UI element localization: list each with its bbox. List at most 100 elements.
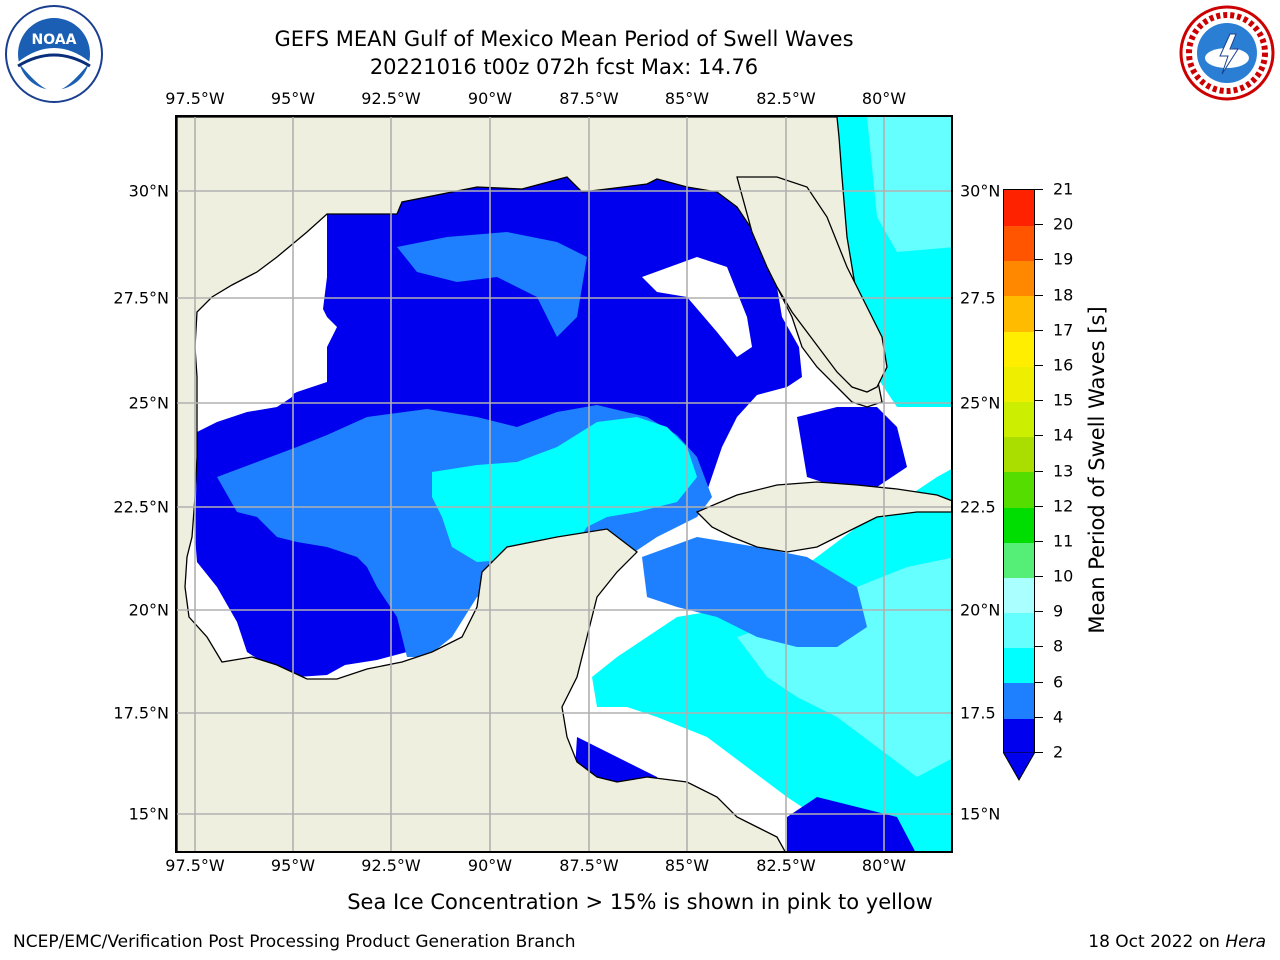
lat-tick-left: 25°N [128, 393, 169, 413]
swell-region-mid-blue [642, 537, 867, 647]
lon-tick-bottom: 97.5°W [165, 856, 225, 875]
colorbar-segment [1004, 682, 1034, 719]
lon-tick-top: 90°W [467, 89, 513, 108]
colorbar-segment [1004, 647, 1034, 684]
colorbar-tick-label: 2 [1053, 742, 1064, 762]
colorbar-tick-label: 19 [1053, 249, 1074, 269]
colorbar-tick [1035, 329, 1043, 331]
footer-machine: Hera [1225, 932, 1266, 952]
colorbar-tick-label: 8 [1053, 636, 1064, 656]
colorbar-tick-label: 4 [1053, 707, 1064, 727]
graticule [177, 117, 951, 851]
lat-tick-left: 15°N [128, 804, 169, 824]
lon-tick-top: 85°W [664, 89, 710, 108]
colorbar-tick [1035, 294, 1043, 296]
colorbar-tick [1035, 435, 1043, 437]
colorbar-tick [1035, 470, 1043, 472]
colorbar-tick-label: 20 [1053, 214, 1074, 234]
lon-tick-bottom: 85°W [664, 856, 710, 875]
lat-tick-right: 25°N [960, 393, 1001, 413]
colorbar-tick [1035, 189, 1043, 190]
footer-date-text: 18 Oct 2022 on [1088, 932, 1226, 952]
lat-tick-left: 30°N [128, 181, 169, 201]
colorbar-tick [1035, 752, 1043, 753]
colorbar-segment [1004, 506, 1034, 543]
colorbar-segment [1004, 471, 1034, 508]
colorbar-tick [1035, 540, 1043, 542]
colorbar-tick [1035, 259, 1043, 261]
colorbar-segment [1004, 717, 1034, 754]
lon-tick-bottom: 90°W [467, 856, 513, 875]
noaa-logo-icon: NOAA [4, 4, 104, 104]
swell-region-light-cyan [867, 117, 951, 252]
lon-tick-bottom: 87.5°W [559, 856, 619, 875]
swell-region-dark-blue [797, 407, 907, 487]
lat-tick-right: 30°N [960, 181, 1001, 201]
colorbar-tick [1035, 611, 1043, 613]
colorbar-tick-label: 11 [1053, 531, 1074, 551]
swell-region-mid-blue [397, 232, 587, 337]
colorbar-segment [1004, 190, 1034, 226]
colorbar-tick [1035, 576, 1043, 578]
map-title: GEFS MEAN Gulf of Mexico Mean Period of … [274, 27, 854, 51]
nws-logo-icon [1178, 4, 1276, 102]
colorbar-segment [1004, 225, 1034, 262]
lon-tick-top: 92.5°W [361, 89, 421, 108]
swell-region-light-cyan [737, 557, 951, 777]
lat-tick-right: 20°N [960, 600, 1001, 620]
lon-tick-top: 82.5°W [756, 89, 816, 108]
swell-region-cyan [432, 417, 697, 562]
colorbar-segment [1004, 612, 1034, 649]
lon-tick-bottom: 80°W [861, 856, 907, 875]
colorbar-segment [1004, 436, 1034, 473]
colorbar-tick [1035, 646, 1043, 648]
lat-tick-left: 20°N [128, 600, 169, 620]
lon-tick-bottom: 95°W [270, 856, 316, 875]
colorbar-tick-label: 14 [1053, 425, 1074, 445]
svg-text:NOAA: NOAA [32, 32, 77, 48]
lat-tick-left: 27.5°N [113, 288, 169, 308]
lon-tick-top: 97.5°W [165, 89, 225, 108]
lat-tick-right: 17.5 [960, 703, 996, 723]
colorbar-tick [1035, 505, 1043, 507]
no-data-region [642, 257, 752, 357]
lat-tick-right: 27.5 [960, 288, 996, 308]
no-data-region [197, 217, 337, 412]
footer-date: 18 Oct 2022 on Hera [1088, 932, 1266, 952]
lat-tick-right: 15°N [960, 804, 1001, 824]
colorbar-segment [1004, 365, 1034, 402]
colorbar-segment [1004, 401, 1034, 438]
colorbar-tick-label: 16 [1053, 355, 1074, 375]
colorbar-segment [1004, 330, 1034, 367]
colorbar-tick-label: 13 [1053, 461, 1074, 480]
swell-region-dark-blue [787, 797, 915, 851]
colorbar [1003, 189, 1035, 754]
footer-credit: NCEP/EMC/Verification Post Processing Pr… [13, 932, 576, 952]
colorbar-tick-label: 6 [1053, 672, 1064, 692]
colorbar-segment [1004, 295, 1034, 332]
colorbar-tick [1035, 400, 1043, 402]
colorbar-segment [1004, 541, 1034, 578]
lat-tick-left: 17.5°N [113, 703, 169, 723]
colorbar-tick-label: 21 [1053, 179, 1074, 199]
colorbar-tick [1035, 716, 1043, 718]
lon-tick-top: 95°W [270, 89, 316, 108]
colorbar-tick-label: 18 [1053, 285, 1074, 305]
colorbar-tick [1035, 224, 1043, 226]
lon-tick-bottom: 82.5°W [756, 856, 816, 875]
colorbar-tick [1035, 681, 1043, 683]
colorbar-tick-label: 9 [1053, 601, 1064, 621]
lon-tick-top: 87.5°W [559, 89, 619, 108]
lat-tick-left: 22.5°N [113, 497, 169, 517]
colorbar-tick-label: 15 [1053, 390, 1074, 410]
map-panel [175, 115, 953, 853]
map-subtitle: 20221016 t00z 072h fcst Max: 14.76 [369, 55, 759, 79]
colorbar-tick-label: 10 [1053, 566, 1074, 586]
land-region [736, 176, 888, 393]
sea-ice-note: Sea Ice Concentration > 15% is shown in … [347, 890, 933, 914]
colorbar-tick [1035, 364, 1043, 366]
lon-tick-top: 80°W [861, 89, 907, 108]
colorbar-extend-arrow [1003, 752, 1035, 782]
lon-tick-bottom: 92.5°W [361, 856, 421, 875]
colorbar-tick-label: 12 [1053, 496, 1074, 516]
